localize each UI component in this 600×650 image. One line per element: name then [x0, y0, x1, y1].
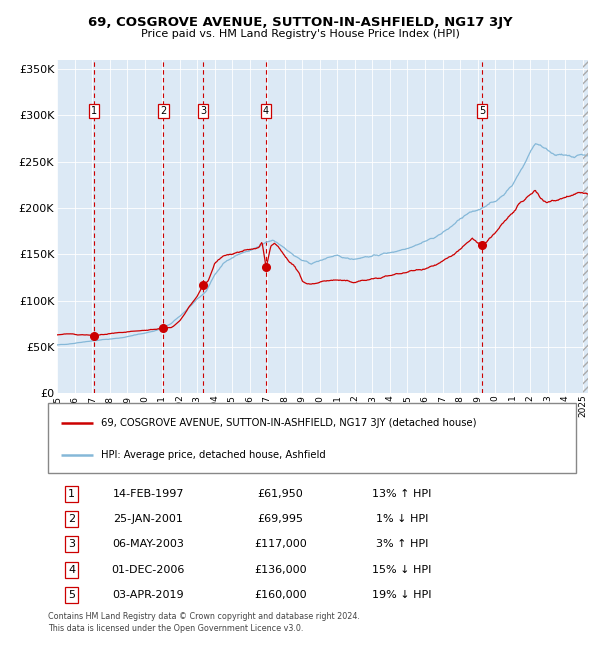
FancyBboxPatch shape: [48, 403, 576, 473]
Text: 1: 1: [68, 489, 75, 499]
Text: 03-APR-2019: 03-APR-2019: [113, 590, 184, 600]
Text: 15% ↓ HPI: 15% ↓ HPI: [372, 565, 431, 575]
Text: 2: 2: [68, 514, 76, 524]
Text: 06-MAY-2003: 06-MAY-2003: [112, 540, 184, 549]
Text: 3% ↑ HPI: 3% ↑ HPI: [376, 540, 428, 549]
Text: HPI: Average price, detached house, Ashfield: HPI: Average price, detached house, Ashf…: [101, 450, 326, 460]
Text: £117,000: £117,000: [254, 540, 307, 549]
Text: 1% ↓ HPI: 1% ↓ HPI: [376, 514, 428, 524]
Text: Price paid vs. HM Land Registry's House Price Index (HPI): Price paid vs. HM Land Registry's House …: [140, 29, 460, 39]
Text: 4: 4: [68, 565, 76, 575]
Text: £69,995: £69,995: [257, 514, 304, 524]
Text: 19% ↓ HPI: 19% ↓ HPI: [372, 590, 431, 600]
Text: 4: 4: [263, 106, 269, 116]
Text: 2: 2: [160, 106, 167, 116]
Text: £61,950: £61,950: [257, 489, 303, 499]
Text: 25-JAN-2001: 25-JAN-2001: [113, 514, 183, 524]
Text: 3: 3: [68, 540, 75, 549]
Text: 1: 1: [91, 106, 97, 116]
Text: 5: 5: [68, 590, 75, 600]
Text: 14-FEB-1997: 14-FEB-1997: [113, 489, 184, 499]
Text: £160,000: £160,000: [254, 590, 307, 600]
Bar: [583, 60, 588, 393]
Text: 01-DEC-2006: 01-DEC-2006: [112, 565, 185, 575]
Text: 3: 3: [200, 106, 206, 116]
Text: 69, COSGROVE AVENUE, SUTTON-IN-ASHFIELD, NG17 3JY (detached house): 69, COSGROVE AVENUE, SUTTON-IN-ASHFIELD,…: [101, 418, 476, 428]
Text: 13% ↑ HPI: 13% ↑ HPI: [372, 489, 431, 499]
Text: Contains HM Land Registry data © Crown copyright and database right 2024.
This d: Contains HM Land Registry data © Crown c…: [48, 612, 360, 633]
Text: £136,000: £136,000: [254, 565, 307, 575]
Text: 69, COSGROVE AVENUE, SUTTON-IN-ASHFIELD, NG17 3JY: 69, COSGROVE AVENUE, SUTTON-IN-ASHFIELD,…: [88, 16, 512, 29]
Text: 5: 5: [479, 106, 485, 116]
